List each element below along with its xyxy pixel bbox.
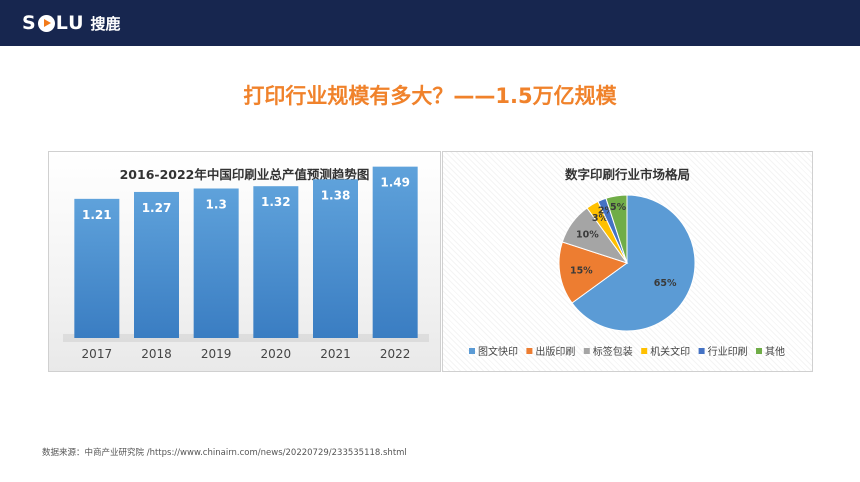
legend-swatch <box>698 348 705 354</box>
header-bar: S LU 搜鹿 <box>0 0 860 46</box>
bar-value-label: 1.3 <box>206 198 227 212</box>
data-source-note: 数据来源：中商产业研究院 /https://www.chinairn.com/n… <box>42 448 407 458</box>
bar <box>134 191 179 338</box>
pie-slice <box>558 241 629 304</box>
pie-value-label: 5% <box>610 202 627 213</box>
bar <box>253 186 299 338</box>
logo-chinese-name: 搜鹿 <box>90 14 121 33</box>
play-icon <box>37 14 55 32</box>
x-tick-label: 2021 <box>320 347 351 361</box>
pie-slice <box>605 194 628 264</box>
pie-value-label: 3% <box>592 213 609 224</box>
legend-swatch <box>756 348 762 354</box>
solu-logo[interactable]: S LU 搜鹿 <box>22 8 121 38</box>
pie-chart-panel: 数字印刷行业市场格局 65% 15% 10% 3% 2% 5% 图文快印 出版印刷 标签包装 机关… <box>442 151 813 372</box>
bar-chart-title: 2016-2022年中国印刷业总产值预测趋势图 <box>119 167 370 182</box>
x-tick-label: 2022 <box>380 347 411 361</box>
legend-label: 行业印刷 <box>708 345 748 358</box>
x-tick-label: 2020 <box>261 347 292 361</box>
bar-value-label: 1.32 <box>261 195 291 209</box>
legend-swatch <box>641 348 648 354</box>
pie-chart: 65% 15% 10% 3%2%5% 图文快印 出版印刷 标签包装 机关文印 行业印刷 其他 <box>469 194 785 358</box>
bar <box>193 188 239 338</box>
bar-chart-panel: 2016-2022年中国印刷业总产值预测趋势图 1.21 2017 1.27 2018… <box>48 151 441 372</box>
bar-value-label: 1.21 <box>82 208 112 222</box>
x-tick-label: 2017 <box>82 347 113 361</box>
page-title: 打印行业规模有多大？——1.5万亿规模 <box>243 84 617 108</box>
pie-value-label: 65% <box>654 278 677 289</box>
legend-label: 图文快印 <box>478 345 518 358</box>
legend-label: 其他 <box>765 345 785 358</box>
legend-label: 标签包装 <box>593 345 633 358</box>
bar <box>74 198 120 338</box>
bar <box>372 166 418 338</box>
bar-value-label: 1.38 <box>321 188 351 202</box>
bar <box>313 179 358 338</box>
legend-label: 机关文印 <box>650 345 690 358</box>
x-tick-label: 2019 <box>201 347 232 361</box>
logo-wordmark: S LU <box>22 12 85 34</box>
legend-swatch <box>583 348 590 354</box>
legend-swatch <box>469 348 475 354</box>
bar-chart: 1.21 2017 1.27 2018 1.3 2019 1.32 2020 1.38 2021 1… <box>63 166 429 361</box>
bar-value-label: 1.27 <box>142 201 172 215</box>
pie-chart-title: 数字印刷行业市场格局 <box>564 167 690 182</box>
legend-swatch <box>526 348 533 354</box>
legend-label: 出版印刷 <box>535 345 575 358</box>
pie-slice <box>571 194 696 332</box>
x-tick-label: 2018 <box>141 347 172 361</box>
bar-value-label: 1.49 <box>380 176 410 190</box>
pie-value-label: 15% <box>570 266 593 277</box>
bar-chart-baseline-shadow <box>63 334 429 342</box>
pie-value-label: 2% <box>598 205 615 216</box>
pie-value-label: 10% <box>576 230 599 241</box>
